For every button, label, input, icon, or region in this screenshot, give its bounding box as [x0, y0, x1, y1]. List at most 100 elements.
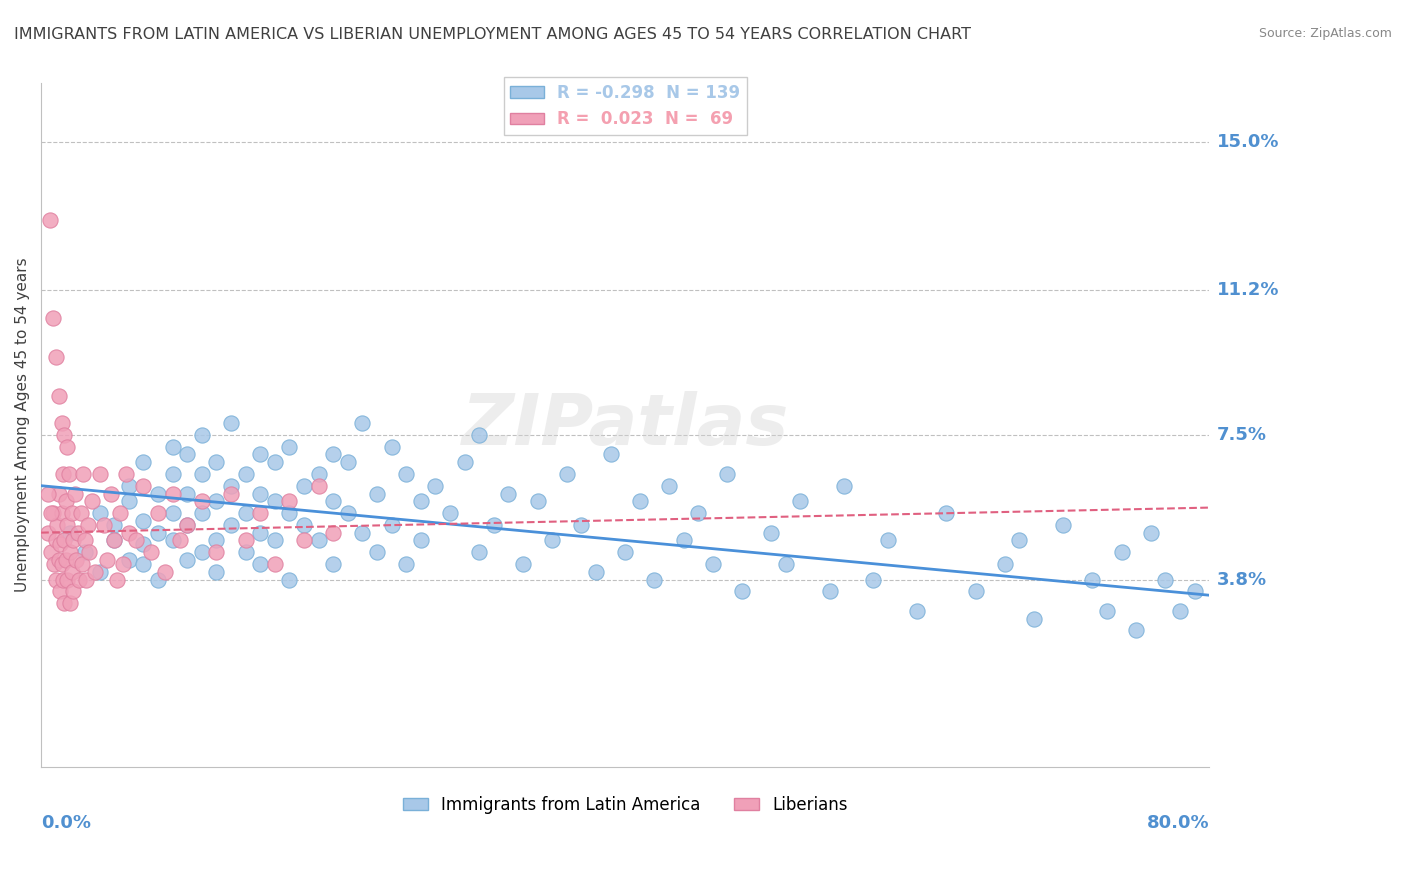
Point: [56, 440, 79, 454]
Point: [65, 553, 87, 567]
Point: [176, 517, 198, 532]
Point: [59, 596, 82, 610]
Point: [965, 584, 987, 599]
Point: [658, 479, 681, 493]
Point: [409, 533, 432, 548]
Point: [614, 545, 637, 559]
Point: [139, 545, 162, 559]
Point: [439, 506, 461, 520]
Point: [599, 447, 621, 461]
Text: 15.0%: 15.0%: [1216, 133, 1279, 151]
Point: [336, 455, 359, 469]
Point: [994, 557, 1017, 571]
Point: [38, 212, 60, 227]
Point: [37, 525, 59, 540]
Point: [1184, 584, 1206, 599]
Point: [322, 447, 344, 461]
Point: [219, 479, 242, 493]
Point: [67, 573, 90, 587]
Point: [935, 506, 957, 520]
Point: [118, 553, 141, 567]
Point: [118, 494, 141, 508]
Point: [380, 517, 402, 532]
Point: [249, 525, 271, 540]
Text: ZIPatlas: ZIPatlas: [461, 391, 789, 459]
Point: [219, 486, 242, 500]
Point: [336, 506, 359, 520]
Point: [132, 514, 155, 528]
Point: [1052, 517, 1074, 532]
Point: [541, 533, 564, 548]
Point: [1008, 533, 1031, 548]
Point: [125, 533, 148, 548]
Point: [79, 545, 101, 559]
Point: [468, 545, 491, 559]
Point: [322, 557, 344, 571]
Point: [628, 494, 651, 508]
Point: [73, 533, 96, 548]
Point: [41, 506, 63, 520]
Point: [114, 467, 136, 481]
Point: [453, 455, 475, 469]
Point: [292, 517, 315, 532]
Point: [526, 494, 548, 508]
Point: [146, 486, 169, 500]
Point: [395, 467, 418, 481]
Point: [45, 350, 67, 364]
Point: [512, 557, 534, 571]
Point: [235, 506, 257, 520]
Point: [352, 416, 374, 430]
Point: [190, 506, 212, 520]
Point: [308, 533, 330, 548]
Point: [162, 486, 184, 500]
Point: [409, 494, 432, 508]
Point: [905, 604, 928, 618]
Point: [205, 545, 228, 559]
Point: [263, 557, 285, 571]
Point: [60, 565, 83, 579]
Point: [45, 573, 67, 587]
Point: [60, 506, 83, 520]
Point: [176, 447, 198, 461]
Point: [42, 310, 65, 325]
Point: [103, 517, 125, 532]
Point: [688, 506, 710, 520]
Point: [105, 573, 128, 587]
Point: [818, 584, 841, 599]
Point: [205, 565, 228, 579]
Point: [249, 447, 271, 461]
Point: [205, 533, 228, 548]
Point: [482, 517, 505, 532]
Point: [118, 525, 141, 540]
Point: [468, 428, 491, 442]
Point: [249, 486, 271, 500]
Point: [46, 517, 69, 532]
Point: [190, 494, 212, 508]
Point: [162, 506, 184, 520]
Point: [380, 440, 402, 454]
Point: [89, 506, 111, 520]
Point: [292, 479, 315, 493]
Point: [62, 584, 84, 599]
Point: [73, 545, 96, 559]
Point: [1125, 624, 1147, 638]
Point: [53, 428, 76, 442]
Point: [322, 525, 344, 540]
Point: [292, 533, 315, 548]
Point: [425, 479, 447, 493]
Point: [96, 553, 118, 567]
Point: [72, 467, 94, 481]
Point: [56, 517, 79, 532]
Point: [672, 533, 695, 548]
Text: 0.0%: 0.0%: [41, 814, 91, 832]
Point: [1139, 525, 1161, 540]
Point: [48, 389, 70, 403]
Point: [45, 533, 67, 548]
Point: [49, 584, 72, 599]
Point: [58, 467, 80, 481]
Text: 80.0%: 80.0%: [1146, 814, 1209, 832]
Point: [66, 525, 89, 540]
Point: [190, 428, 212, 442]
Point: [169, 533, 191, 548]
Point: [82, 494, 104, 508]
